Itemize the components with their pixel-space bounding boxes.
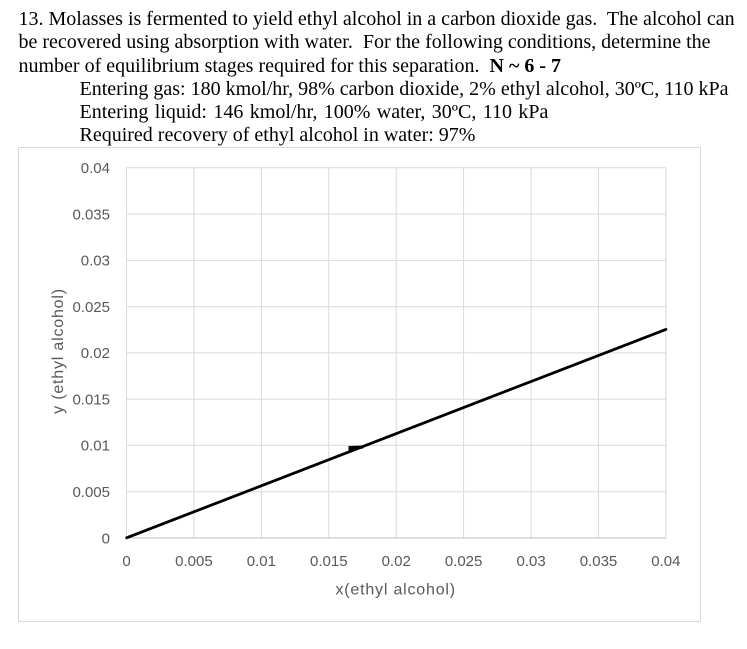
svg-text:0.005: 0.005: [72, 484, 110, 501]
svg-text:0.005: 0.005: [175, 553, 213, 570]
svg-text:0.035: 0.035: [580, 553, 618, 570]
svg-text:0.01: 0.01: [81, 438, 110, 455]
svg-text:0.04: 0.04: [81, 160, 110, 177]
svg-text:0.025: 0.025: [72, 299, 110, 316]
svg-text:0.015: 0.015: [310, 553, 348, 570]
svg-text:0.04: 0.04: [651, 553, 680, 570]
svg-text:0.035: 0.035: [72, 206, 110, 223]
svg-text:x(ethyl alcohol): x(ethyl alcohol): [335, 581, 455, 598]
svg-text:0.02: 0.02: [81, 345, 110, 362]
svg-text:y (ethyl alcohol): y (ethyl alcohol): [50, 288, 67, 414]
svg-text:0: 0: [122, 553, 130, 570]
svg-text:0.03: 0.03: [81, 253, 110, 270]
svg-text:0.015: 0.015: [72, 391, 110, 408]
svg-text:0.02: 0.02: [382, 553, 411, 570]
svg-text:0.01: 0.01: [247, 553, 276, 570]
svg-text:0: 0: [102, 530, 110, 547]
svg-text:0.025: 0.025: [445, 553, 483, 570]
svg-text:0.03: 0.03: [516, 553, 545, 570]
